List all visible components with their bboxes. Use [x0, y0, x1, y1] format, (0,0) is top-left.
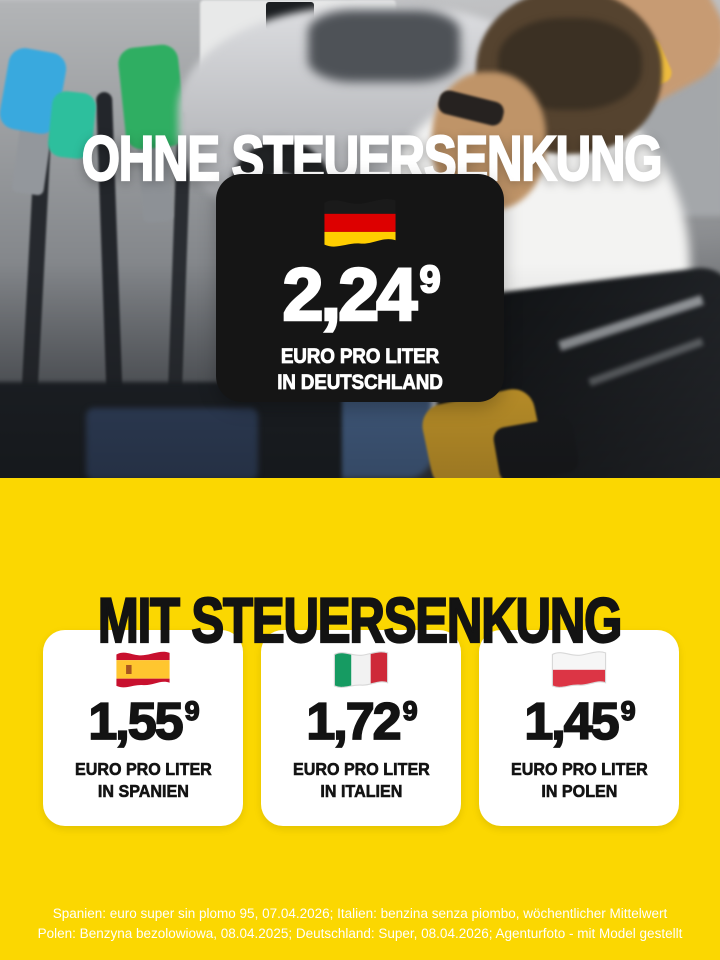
comparison-headline-text: MIT STEUERSENKUNG [97, 586, 623, 657]
germany-unit-line2: IN DEUTSCHLAND [277, 371, 443, 395]
germany-price-value: 2,24 [281, 253, 419, 336]
poland-flag-icon [551, 651, 607, 688]
poland-unit-label: EURO PRO LITER IN POLEN [510, 758, 648, 803]
italy-unit-line2: IN ITALIEN [319, 781, 403, 802]
spain-unit-line2: IN SPANIEN [97, 781, 189, 802]
spain-unit-label: EURO PRO LITER IN SPANIEN [74, 758, 212, 803]
comparison-section: MIT STEUERSENKUNG 1,55 9 EURO PRO LITER I… [0, 478, 720, 960]
germany-price-card: 2,24 9 EURO PRO LITER IN DEUTSCHLAND [216, 174, 504, 402]
poland-unit-line1: EURO PRO LITER [510, 759, 648, 780]
germany-unit-label: EURO PRO LITER IN DEUTSCHLAND [277, 344, 443, 397]
hero-photo-section: OHNE STEUERSENKUNG 2,24 9 EURO PRO LITER … [0, 0, 720, 478]
poland-unit-line2: IN POLEN [540, 781, 618, 802]
italy-unit-line1: EURO PRO LITER [292, 759, 430, 780]
poland-price-value: 1,45 [523, 693, 620, 751]
source-footnote: Spanien: euro super sin plomo 95, 07.04.… [0, 904, 720, 945]
poland-price: 1,45 9 [523, 693, 636, 751]
italy-price-superscript: 9 [402, 696, 418, 726]
germany-price-superscript: 9 [418, 259, 441, 301]
source-footnote-line1: Spanien: euro super sin plomo 95, 07.04.… [52, 905, 668, 921]
poland-price-superscript: 9 [620, 696, 636, 726]
spain-price-value: 1,55 [87, 693, 184, 751]
germany-flag-icon [324, 198, 396, 247]
spain-price-card: 1,55 9 EURO PRO LITER IN SPANIEN [43, 630, 243, 826]
germany-price: 2,24 9 [281, 256, 441, 333]
spain-price: 1,55 9 [87, 693, 200, 751]
spain-flag-icon [116, 651, 170, 688]
italy-unit-label: EURO PRO LITER IN ITALIEN [292, 758, 430, 803]
italy-price-card: 1,72 9 EURO PRO LITER IN ITALIEN [261, 630, 461, 826]
source-footnote-line2: Polen: Benzyna bezolowiowa, 08.04.2025; … [37, 925, 683, 941]
spain-unit-line1: EURO PRO LITER [74, 759, 212, 780]
poland-price-card: 1,45 9 EURO PRO LITER IN POLEN [479, 630, 679, 826]
car-window [308, 10, 460, 82]
italy-flag-icon [333, 651, 389, 688]
germany-unit-line1: EURO PRO LITER [280, 345, 440, 369]
spain-price-superscript: 9 [184, 696, 200, 726]
italy-price-value: 1,72 [305, 693, 402, 751]
country-cards-row: 1,55 9 EURO PRO LITER IN SPANIEN 1,72 9 [43, 630, 679, 826]
italy-price: 1,72 9 [305, 693, 418, 751]
pump-base-panel [86, 408, 258, 478]
comparison-headline: MIT STEUERSENKUNG [0, 586, 720, 657]
